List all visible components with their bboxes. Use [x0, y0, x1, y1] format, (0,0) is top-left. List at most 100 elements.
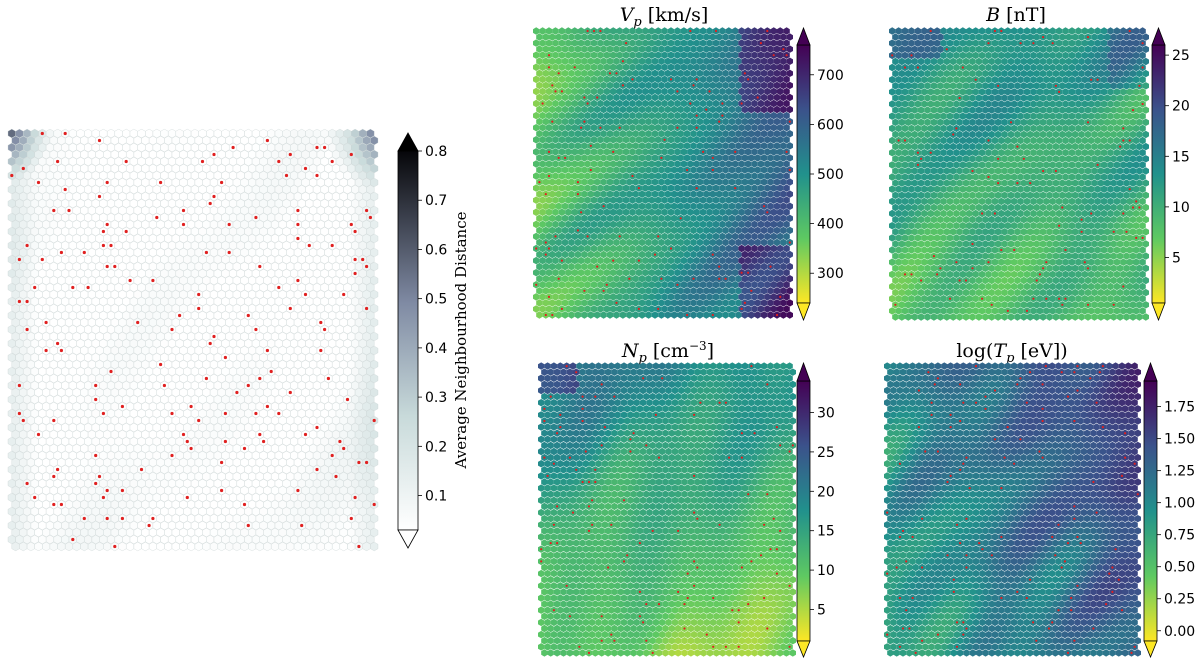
hex-cell [722, 202, 729, 210]
hex-cell [661, 293, 668, 301]
hex-cell [642, 63, 649, 71]
marker-point [779, 295, 782, 298]
hex-cell [568, 81, 575, 90]
marker-point [223, 355, 227, 360]
hex-cell [613, 105, 620, 114]
colorbar-tick-label: 0.1 [425, 489, 447, 505]
hex-cell [712, 87, 720, 96]
hex-cell [703, 226, 710, 235]
hex-cell [706, 160, 713, 168]
marker-point [97, 138, 102, 143]
hex-cell [674, 63, 681, 71]
hex-cell [574, 238, 582, 247]
hex-cell [658, 57, 665, 65]
hex-cell [635, 220, 643, 229]
hex-cell [674, 184, 681, 192]
hex-cell [696, 214, 704, 222]
marker-point [544, 193, 547, 196]
hex-cell [568, 117, 575, 126]
hex-cell [568, 299, 575, 307]
hex-cell [645, 117, 652, 126]
hex-cell [370, 177, 379, 188]
hex-cell [728, 178, 736, 186]
hex-cell [715, 57, 723, 65]
hex-cell [610, 99, 617, 108]
marker-point [220, 180, 224, 185]
hex-cell [626, 93, 633, 102]
hex-cell [667, 281, 675, 289]
hex-cell [610, 63, 617, 71]
hex-cell [549, 262, 556, 271]
marker-point [349, 152, 353, 157]
hex-cell [577, 244, 585, 253]
hex-cell [584, 184, 591, 192]
hex-cell [616, 172, 623, 180]
hex-cell [587, 275, 594, 283]
hex-cell [674, 232, 681, 241]
hex-cell [568, 69, 575, 77]
hex-cell [632, 250, 639, 259]
hex-cell [651, 45, 659, 53]
hex-cell [565, 51, 572, 59]
hex-cell [735, 166, 742, 174]
hex-cell [565, 27, 572, 35]
hex-cell [776, 196, 784, 204]
hex-cell [760, 250, 768, 259]
hex-cell [558, 172, 566, 180]
hex-cell [536, 154, 543, 162]
hex-cell [738, 111, 745, 120]
hex-cell [687, 51, 694, 59]
hex-cell [658, 287, 665, 295]
hex-cell [709, 105, 716, 114]
hex-cell [699, 244, 707, 253]
hex-cell [683, 130, 691, 138]
hex-cell [597, 172, 604, 180]
hex-cell [773, 93, 781, 102]
hex-cell [613, 33, 620, 41]
hex-cell [725, 208, 732, 216]
hex-cell [776, 39, 784, 47]
marker-point [695, 78, 698, 81]
hex-cell [780, 117, 787, 126]
hex-cell [571, 99, 578, 108]
hex-cell [645, 154, 652, 162]
hex-cell [645, 130, 652, 138]
hex-cell [693, 63, 700, 71]
hex-cell [674, 75, 681, 84]
marker-point [669, 247, 673, 250]
hex-cell [587, 33, 594, 41]
hex-cell [674, 208, 681, 216]
marker-point [660, 156, 663, 159]
hex-cell [735, 105, 742, 114]
hex-cell [632, 57, 639, 65]
hex-cell [648, 111, 655, 120]
marker-point [227, 250, 231, 255]
marker-point [258, 264, 262, 269]
hex-cell [773, 130, 781, 138]
hex-cell [770, 148, 777, 156]
hex-cell [632, 105, 639, 114]
hex-cell [667, 39, 675, 47]
hex-cell [655, 184, 662, 192]
hex-cell [603, 51, 611, 59]
marker-point [657, 235, 660, 238]
marker-point [705, 108, 708, 111]
hex-cell [590, 293, 598, 301]
hex-cell [767, 69, 774, 77]
hex-cell [574, 57, 582, 65]
hex-cell [626, 190, 633, 198]
hex-cell [770, 244, 777, 253]
hex-cell [584, 256, 591, 265]
hex-cell [764, 148, 771, 156]
marker-point [560, 90, 564, 93]
hex-cell [741, 226, 749, 235]
hex-cell [725, 39, 732, 47]
hex-cell [555, 238, 562, 247]
marker-point [235, 390, 239, 395]
marker-point [583, 289, 586, 292]
hex-cell [754, 275, 761, 283]
hex-cell [754, 238, 761, 247]
hex-cell [533, 232, 540, 241]
marker-point [743, 72, 747, 75]
hex-cell [664, 81, 671, 90]
